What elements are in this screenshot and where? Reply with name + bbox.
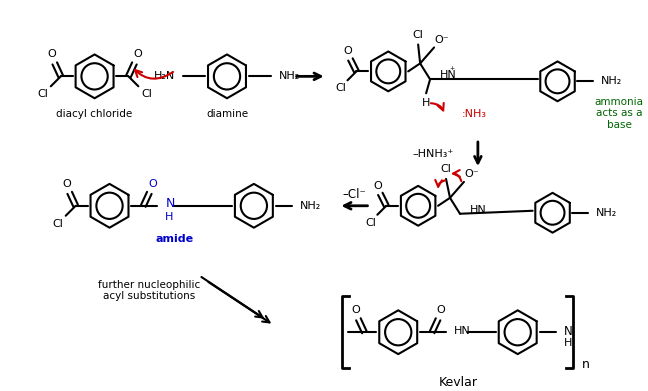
Text: O: O [148, 179, 157, 189]
Text: O: O [373, 181, 382, 191]
Text: Cl: Cl [413, 30, 424, 39]
Text: Kevlar: Kevlar [439, 375, 478, 389]
Text: diacyl chloride: diacyl chloride [56, 109, 133, 119]
Text: Cl: Cl [365, 218, 376, 228]
Text: Cl: Cl [141, 89, 152, 99]
Text: Cl: Cl [52, 219, 64, 229]
Text: diamine: diamine [206, 109, 248, 119]
Text: NH₂: NH₂ [601, 76, 623, 86]
Text: O: O [437, 305, 445, 315]
Text: HN: HN [454, 326, 470, 336]
Text: :NH₃: :NH₃ [462, 109, 487, 119]
Text: amide: amide [155, 234, 193, 244]
Text: NH₂: NH₂ [299, 201, 321, 211]
Text: ⁺: ⁺ [449, 66, 455, 76]
Text: –HNH₃⁺: –HNH₃⁺ [413, 149, 454, 159]
Text: NH₂: NH₂ [596, 208, 618, 218]
Text: H: H [165, 212, 174, 222]
Text: NH₂: NH₂ [279, 71, 300, 81]
Text: O⁻: O⁻ [465, 169, 480, 179]
Text: Cl: Cl [441, 164, 452, 174]
Text: HN: HN [470, 205, 487, 215]
Text: ammonia
acts as a
base: ammonia acts as a base [595, 97, 643, 130]
Text: O: O [351, 305, 360, 315]
Text: H: H [564, 338, 572, 348]
Text: H: H [422, 98, 430, 108]
Text: further nucleophilic
acyl substitutions: further nucleophilic acyl substitutions [98, 280, 200, 301]
Text: O: O [343, 47, 352, 56]
Text: H₂N: H₂N [154, 71, 175, 81]
Text: O: O [133, 49, 142, 59]
Text: N: N [564, 325, 572, 338]
Text: O: O [47, 49, 56, 59]
Text: n: n [581, 358, 589, 371]
Text: O: O [62, 179, 71, 189]
Text: HN: HN [440, 70, 457, 81]
Text: –Cl⁻: –Cl⁻ [343, 188, 366, 201]
Text: N: N [165, 197, 175, 210]
Text: O⁻: O⁻ [435, 34, 449, 45]
Text: Cl: Cl [38, 89, 48, 99]
Text: Cl: Cl [335, 83, 346, 93]
